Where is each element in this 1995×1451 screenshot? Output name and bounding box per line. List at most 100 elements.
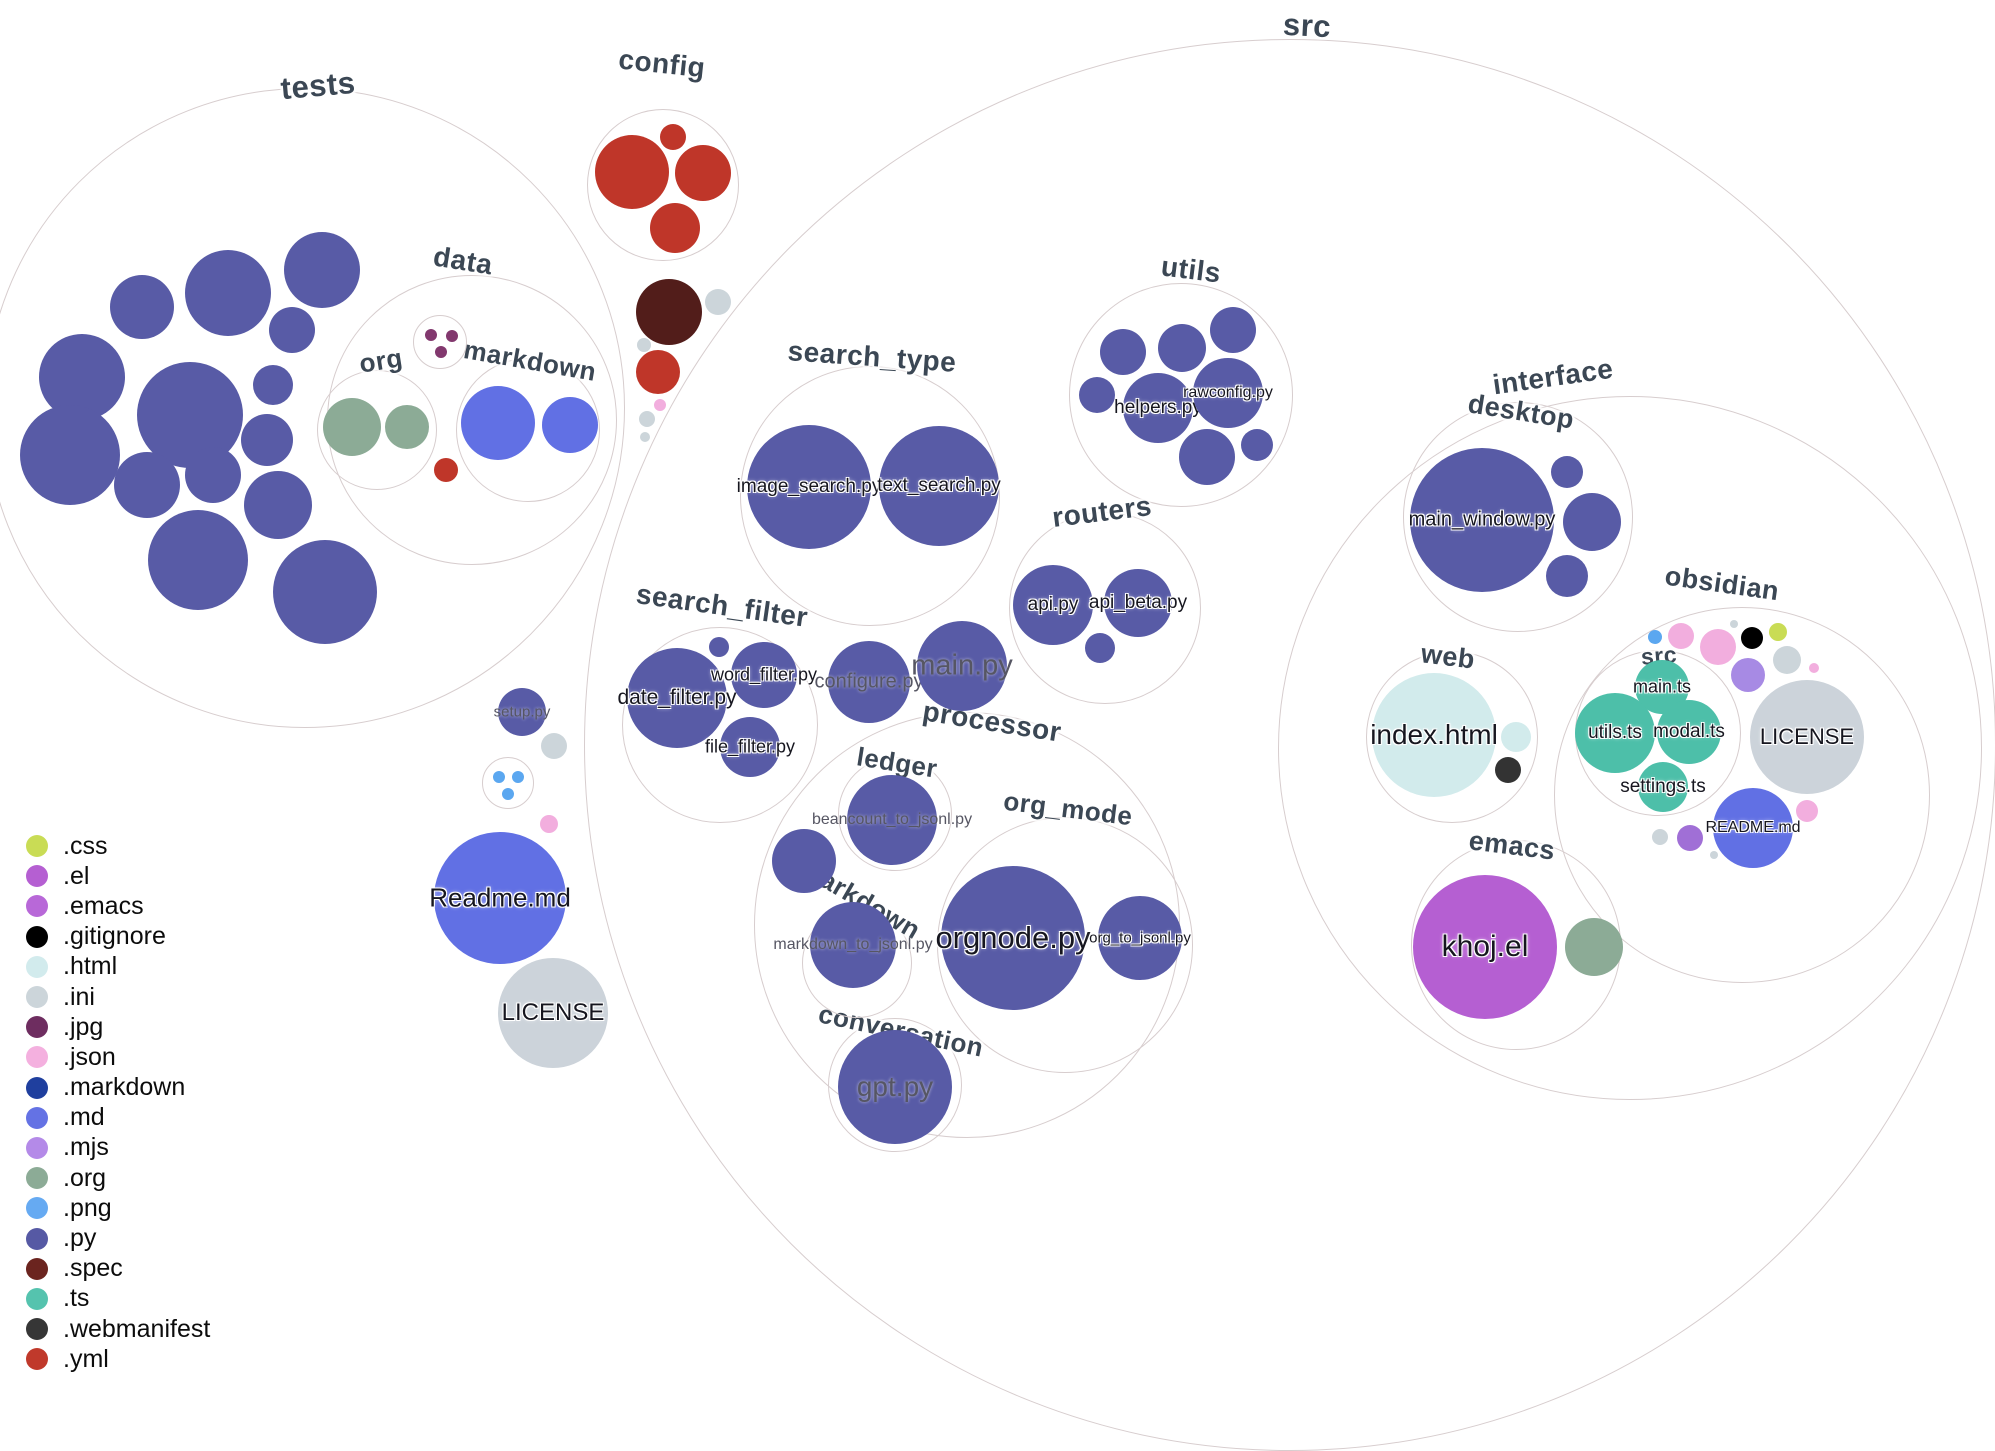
file-circle-py — [709, 637, 729, 657]
file-circle-py — [1179, 429, 1235, 485]
file-circle-yml — [434, 458, 458, 482]
file-label-main-ts: main.ts — [1632, 676, 1692, 697]
file-label-setup-py: setup.py — [493, 703, 551, 721]
file-label-license: LICENSE — [501, 999, 605, 1026]
file-circle-py — [241, 414, 293, 466]
file-circle-markdown-to-jsonl-py — [810, 902, 896, 988]
legend-label-webmanifest: .webmanifest — [63, 1314, 211, 1343]
file-label-word-filter-py: word_filter.py — [710, 664, 818, 685]
legend-swatch-json-icon — [26, 1046, 48, 1069]
folder-circle-org_mode — [937, 817, 1193, 1073]
file-circle-md — [461, 386, 535, 460]
file-label-readme-md: Readme.md — [429, 882, 571, 913]
legend-label-jpg: .jpg — [63, 1012, 104, 1041]
file-circle-py — [114, 452, 180, 518]
file-label-modal-ts: modal.ts — [1653, 721, 1725, 742]
file-circle-readme-md — [434, 832, 566, 964]
file-circle-license — [1750, 680, 1864, 794]
legend-label-css: .css — [63, 831, 108, 860]
file-circle-jpg — [446, 330, 458, 342]
legend-label-emacs: .emacs — [63, 891, 144, 920]
file-circle-jpg — [425, 329, 437, 341]
file-circle-png — [493, 771, 505, 783]
extension-legend: .css .el .emacs .gitignore .html .ini .jpg .jso… — [26, 831, 210, 1374]
file-circle-ini — [705, 289, 731, 315]
legend-item-gitignore: .gitignore — [26, 922, 210, 952]
file-circle-py — [1546, 555, 1588, 597]
file-circle-py — [1085, 633, 1115, 663]
file-circle-py — [110, 275, 174, 339]
file-circle-ini — [541, 733, 567, 759]
folder-circle-routers — [1009, 512, 1201, 704]
file-circle-index-html — [1372, 673, 1496, 797]
file-label-orgnode-py: orgnode.py — [935, 920, 1091, 955]
folder-label-config: config — [617, 43, 707, 84]
file-circle-org — [1565, 918, 1623, 976]
file-circle-jpg — [435, 346, 447, 358]
legend-swatch-md-icon — [26, 1106, 48, 1129]
file-circle-yml — [595, 135, 669, 209]
file-circle-png — [502, 788, 514, 800]
legend-swatch-css-icon — [26, 835, 48, 858]
folder-circle-conversation — [828, 1018, 962, 1152]
file-circle-py — [148, 510, 248, 610]
legend-item-spec: .spec — [26, 1254, 210, 1284]
file-circle-css — [1769, 623, 1787, 641]
folder-circle-utils — [1069, 283, 1293, 507]
file-circle-json — [1668, 623, 1694, 649]
legend-swatch-markdown-icon — [26, 1076, 48, 1099]
file-circle-emacs — [1677, 825, 1703, 851]
legend-label-yml: .yml — [63, 1344, 109, 1373]
file-circle-py — [185, 250, 271, 336]
legend-swatch-ini-icon — [26, 986, 48, 1009]
file-circle-readme-md — [1713, 788, 1793, 868]
legend-swatch-el-icon — [26, 865, 48, 888]
legend-item-jpg: .jpg — [26, 1012, 210, 1042]
legend-label-py: .py — [63, 1224, 97, 1253]
legend-swatch-yml-icon — [26, 1348, 48, 1371]
folder-circle-root-images — [482, 757, 534, 809]
file-circle-py — [1158, 324, 1206, 372]
folder-circle-config — [587, 109, 739, 261]
folder-label-tests: tests — [279, 64, 357, 107]
file-circle-settings-ts — [1638, 762, 1688, 812]
legend-item-webmanifest: .webmanifest — [26, 1314, 210, 1344]
legend-label-mjs: .mjs — [63, 1133, 109, 1162]
file-circle-date-filter-py — [627, 648, 727, 748]
folder-circle-interface — [1278, 396, 1982, 1100]
file-circle-py — [273, 540, 377, 644]
file-label-helpers-py: helpers.py — [1114, 397, 1202, 418]
legend-label-el: .el — [63, 861, 90, 890]
file-circle-yml — [660, 124, 686, 150]
legend-item-png: .png — [26, 1193, 210, 1223]
file-circle-py — [1100, 329, 1146, 375]
folder-circle-desktop — [1403, 402, 1633, 632]
legend-label-md: .md — [63, 1103, 105, 1132]
legend-swatch-html-icon — [26, 955, 48, 978]
legend-swatch-ts-icon — [26, 1287, 48, 1310]
file-circle-json — [654, 399, 666, 411]
file-label-beancount-to-jsonl-py: beancount_to_jsonl.py — [811, 811, 973, 828]
file-circle-yml — [636, 350, 680, 394]
file-circle-org — [323, 398, 381, 456]
file-circle-main-window-py — [1410, 448, 1554, 592]
file-label-license: LICENSE — [1759, 724, 1855, 749]
legend-item-mjs: .mjs — [26, 1133, 210, 1163]
file-circle-py — [1210, 307, 1256, 353]
file-circle-org-to-jsonl-py — [1098, 896, 1182, 980]
legend-swatch-emacs-icon — [26, 895, 48, 918]
legend-item-py: .py — [26, 1223, 210, 1253]
file-circle-html — [1501, 722, 1531, 752]
legend-swatch-spec-icon — [26, 1257, 48, 1280]
file-circle-gpt-py — [838, 1030, 952, 1144]
legend-label-spec: .spec — [63, 1254, 123, 1283]
file-circle-webmanifest — [1495, 757, 1521, 783]
file-circle-py — [185, 447, 241, 503]
file-label-main-py: main.py — [911, 649, 1013, 682]
file-circle-yml — [675, 145, 731, 201]
file-circle-png — [1648, 630, 1662, 644]
file-circle-license — [498, 958, 608, 1068]
file-circle-mjs — [1731, 658, 1765, 692]
file-circle-json — [1700, 629, 1736, 665]
file-label-utils-ts: utils.ts — [1588, 722, 1642, 743]
